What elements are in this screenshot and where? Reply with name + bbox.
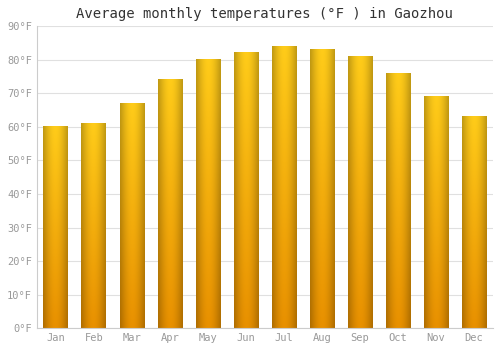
Title: Average monthly temperatures (°F ) in Gaozhou: Average monthly temperatures (°F ) in Ga… — [76, 7, 454, 21]
